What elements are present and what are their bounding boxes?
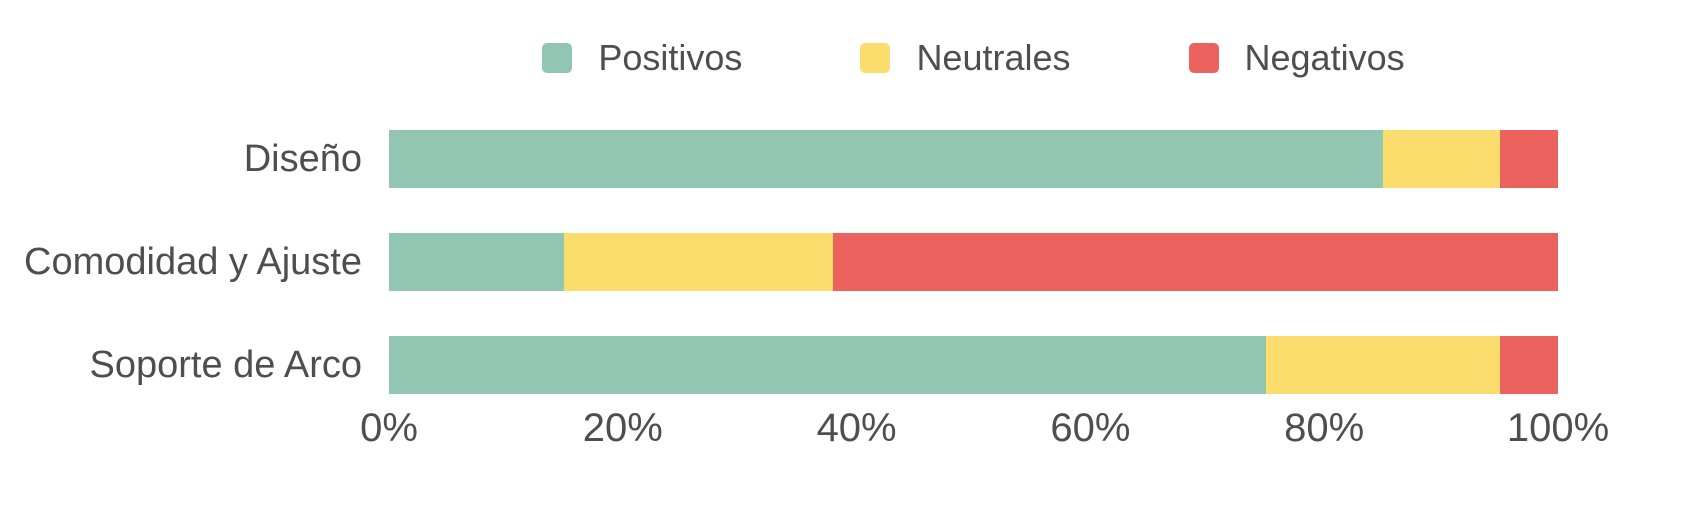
x-tick-label: 0% xyxy=(360,406,418,450)
stacked-bar xyxy=(389,336,1558,394)
legend-item-neutrales: Neutrales xyxy=(860,37,1071,78)
x-tick-label: 40% xyxy=(816,406,897,450)
bar-segment-negativos xyxy=(1499,130,1558,188)
chart-row: Diseño xyxy=(0,130,1558,188)
bar-segment-negativos xyxy=(1499,336,1558,394)
x-tick-label: 60% xyxy=(1050,406,1131,450)
legend: Positivos Neutrales Negativos xyxy=(389,36,1558,80)
bar-segment-negativos xyxy=(833,233,1558,291)
stacked-bar xyxy=(389,233,1558,291)
chart-row: Soporte de Arco xyxy=(0,336,1558,394)
bar-segment-neutrales xyxy=(1382,130,1500,188)
category-label: Comodidad y Ajuste xyxy=(24,241,362,283)
x-tick-label: 100% xyxy=(1506,406,1610,450)
bar-segment-positivos xyxy=(389,233,565,291)
bar-segment-positivos xyxy=(389,336,1266,394)
category-label: Soporte de Arco xyxy=(89,344,362,386)
category-label: Diseño xyxy=(243,138,362,180)
legend-item-positivos: Positivos xyxy=(542,40,742,76)
x-tick-label: 80% xyxy=(1284,406,1365,450)
bar-segment-positivos xyxy=(389,130,1383,188)
legend-swatch-icon xyxy=(542,43,573,73)
x-tick-label: 20% xyxy=(582,406,663,450)
bar-segment-neutrales xyxy=(564,233,834,291)
legend-item-negativos: Negativos xyxy=(1188,37,1405,78)
legend-label: Negativos xyxy=(1244,37,1405,78)
legend-label: Neutrales xyxy=(916,37,1071,78)
legend-swatch-icon xyxy=(1188,43,1219,73)
legend-label: Positivos xyxy=(598,37,743,78)
chart-row: Comodidad y Ajuste xyxy=(0,233,1558,291)
stacked-bar xyxy=(389,130,1558,188)
bar-segment-neutrales xyxy=(1265,336,1500,394)
legend-swatch-icon xyxy=(860,43,891,73)
chart-rows: Diseño Comodidad y Ajuste Soporte de Arco xyxy=(0,130,1558,439)
x-axis: 0% 20% 40% 60% 80% 100% xyxy=(360,406,1609,454)
